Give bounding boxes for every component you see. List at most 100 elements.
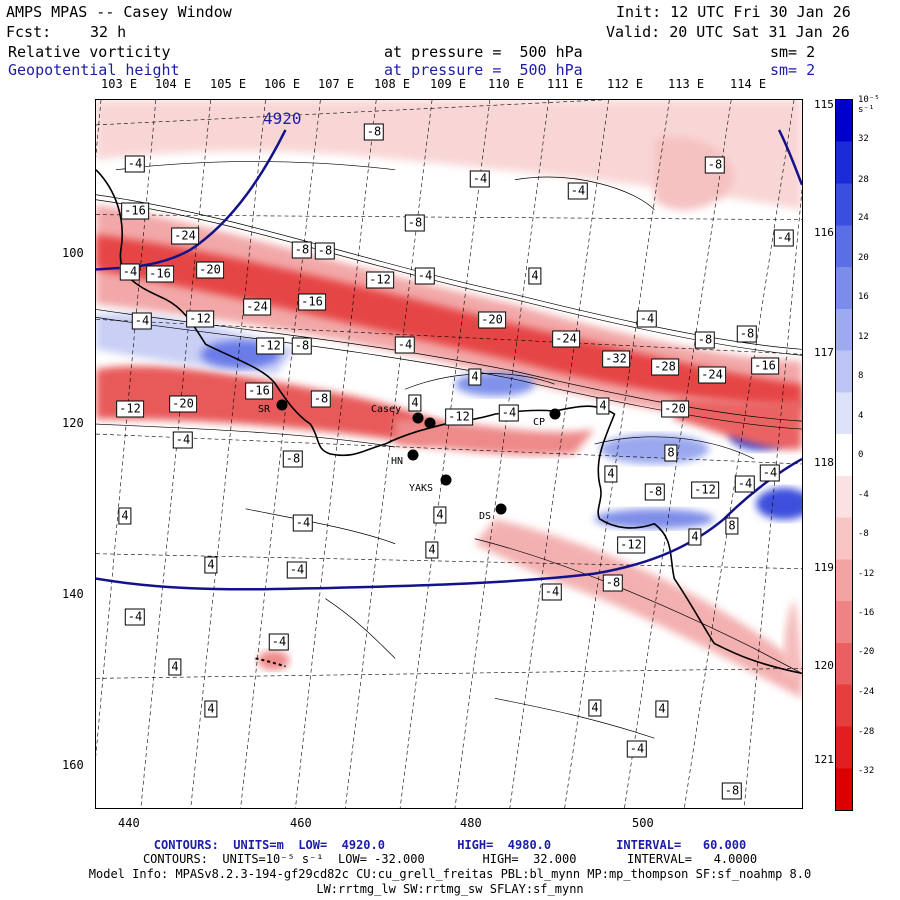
contour-label: 4 — [204, 556, 218, 574]
contour-label: 4 — [604, 465, 618, 483]
station-marker[interactable] — [276, 399, 288, 411]
contour-label: 4 — [425, 541, 439, 559]
field2-level: at pressure = 500 hPa — [384, 61, 583, 79]
graticule — [96, 100, 802, 808]
contour-label: -8 — [404, 214, 426, 232]
init-time: Init: 12 UTC Fri 30 Jan 26 — [616, 3, 851, 21]
lon-label: 104 E — [155, 77, 192, 91]
station-marker[interactable] — [407, 449, 419, 461]
contour-label: 4 — [118, 507, 132, 525]
contour-label: 4 — [168, 658, 182, 676]
contour-label: -4 — [626, 740, 648, 758]
colorbar-label: 0 — [858, 450, 864, 460]
lon-label: 110 E — [488, 77, 525, 91]
vorticity-field — [95, 99, 803, 809]
lon-label: 105 E — [210, 77, 247, 91]
lon-label: 107 E — [318, 77, 355, 91]
colorbar-label: 4 — [858, 411, 864, 421]
x-tick: 460 — [290, 816, 312, 830]
weak-cyclonic-zone — [96, 100, 802, 210]
height-contour-label: 4920 — [263, 109, 302, 128]
contour-label: -12 — [691, 481, 719, 499]
coastline — [96, 169, 802, 675]
contour-label: 8 — [664, 444, 678, 462]
contour-label: -16 — [146, 265, 174, 283]
contour-label: -4 — [734, 475, 756, 493]
colorbar-label: 20 — [858, 253, 869, 263]
x-tick: 500 — [632, 816, 654, 830]
station-label-sr: SR — [258, 404, 271, 415]
station-marker[interactable] — [495, 503, 507, 515]
lon-label: 106 E — [264, 77, 301, 91]
contour-label: -4 — [541, 583, 563, 601]
contour-label: -24 — [171, 227, 199, 245]
contour-label: -8 — [314, 242, 336, 260]
negative-vorticity-zone — [674, 399, 802, 450]
contour-label: -4 — [414, 267, 436, 285]
contour-label: -4 — [286, 561, 308, 579]
colorbar-label: -16 — [858, 608, 875, 618]
contour-label: -4 — [394, 336, 416, 354]
colorbar-label: 16 — [858, 292, 869, 302]
station-marker[interactable] — [440, 474, 452, 486]
forecast-hour: 32 h — [90, 23, 127, 41]
contour-label: -20 — [478, 311, 506, 329]
lon-label: 113 E — [668, 77, 705, 91]
field1-smoothing: sm= 2 — [770, 43, 816, 61]
station-marker[interactable] — [549, 408, 561, 420]
contour-label: -8 — [644, 483, 666, 501]
contour-label: -8 — [291, 241, 313, 259]
contour-label: -24 — [698, 366, 726, 384]
contour-label: -8 — [310, 390, 332, 408]
contour-label: 4 — [408, 394, 422, 412]
contour-label: -24 — [552, 330, 580, 348]
station-marker[interactable] — [424, 417, 436, 429]
contour-label: -12 — [617, 536, 645, 554]
lon-label: 112 E — [607, 77, 644, 91]
y-tick: 100 — [62, 246, 84, 260]
contour-label: -8 — [736, 325, 758, 343]
lon-label: 109 E — [430, 77, 467, 91]
contour-label: 4 — [655, 700, 669, 718]
map-title: AMPS MPAS -- Casey Window — [6, 3, 232, 21]
station-label-hn: HN — [391, 456, 404, 467]
contour-label: -4 — [124, 155, 146, 173]
negative-vorticity-zone — [395, 419, 595, 456]
contour-label: -16 — [121, 202, 149, 220]
colorbar-label: 12 — [858, 332, 869, 342]
vorticity-contour-info: CONTOURS: UNITS=10⁻⁵ s⁻¹ LOW= -32.000 HI… — [142, 852, 758, 866]
colorbar-label: 28 — [858, 175, 869, 185]
y-tick: 140 — [62, 587, 84, 601]
lon-label: 111 E — [547, 77, 584, 91]
map-plot[interactable]: 4920 -8 -4 -4 -8 -4 -16 -8 -24 -4 -8 -4 … — [95, 99, 803, 809]
lon-label: 108 E — [374, 77, 411, 91]
lon-label: 114 E — [730, 77, 767, 91]
contour-label: 4 — [204, 700, 218, 718]
contour-label: -20 — [169, 395, 197, 413]
contour-label: -12 — [116, 400, 144, 418]
x-tick: 480 — [460, 816, 482, 830]
contour-label: -16 — [298, 293, 326, 311]
colorbar-label: -32 — [858, 766, 875, 776]
contour-label: -4 — [124, 608, 146, 626]
negative-vorticity-zone — [783, 598, 802, 679]
contour-label: -4 — [636, 310, 658, 328]
y-tick: 160 — [62, 758, 84, 772]
positive-vorticity-core — [594, 508, 715, 529]
contour-label: 4 — [688, 528, 702, 546]
contour-label: -20 — [661, 400, 689, 418]
model-info: Model Info: MPASv8.2.3-194-gf29cd82c CU:… — [88, 867, 812, 881]
contour-label: -8 — [721, 782, 743, 800]
station-marker[interactable] — [412, 412, 424, 424]
field1-level: at pressure = 500 hPa — [384, 43, 583, 61]
colorbar — [835, 99, 853, 811]
field1-name: Relative vorticity — [8, 43, 171, 61]
colorbar-label: 24 — [858, 213, 869, 223]
contour-label: -4 — [292, 514, 314, 532]
contour-label: 4 — [588, 699, 602, 717]
station-label-ds: DS — [479, 511, 492, 522]
contour-label: -8 — [694, 331, 716, 349]
contour-label: -8 — [282, 450, 304, 468]
contour-label: -4 — [131, 312, 153, 330]
contour-label: -24 — [243, 298, 271, 316]
